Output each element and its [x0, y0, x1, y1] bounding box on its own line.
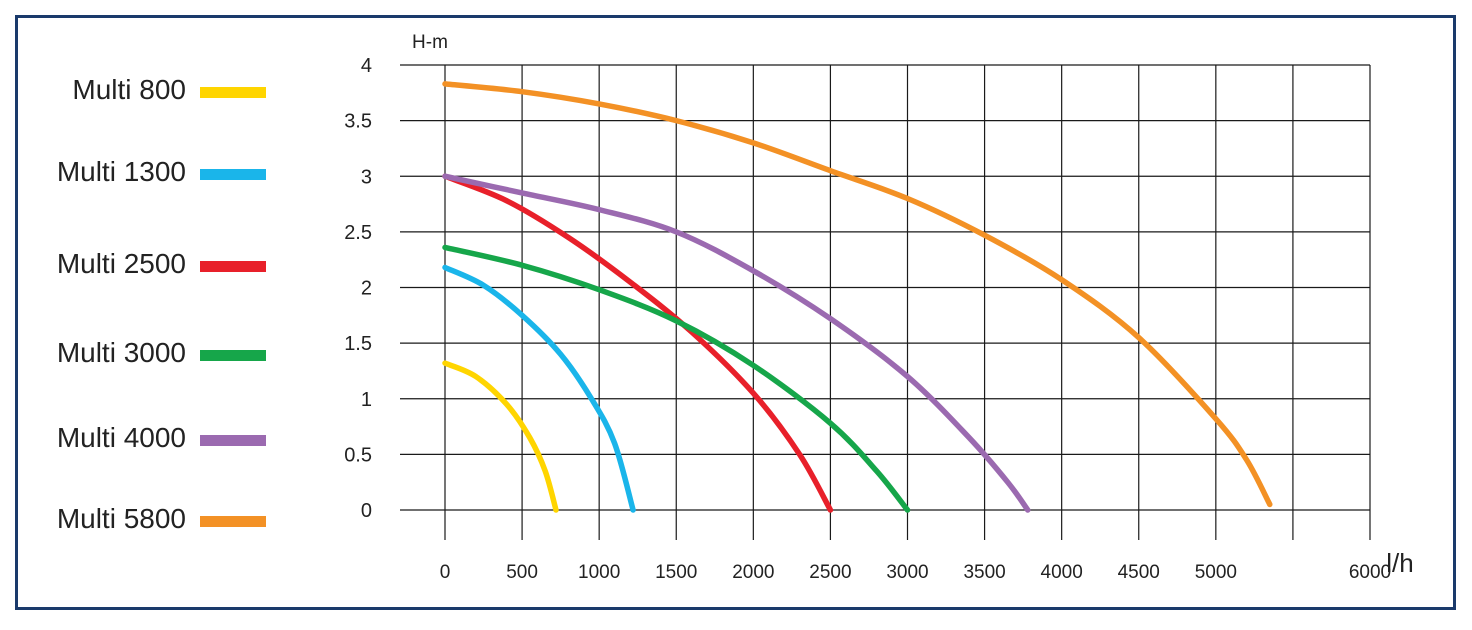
legend-label: Multi 800 — [72, 74, 186, 105]
x-tick-label: 5000 — [1195, 562, 1237, 583]
x-tick-label: 3000 — [886, 562, 928, 583]
x-tick-label: 4000 — [1041, 562, 1083, 583]
series-line-multi-4000 — [442, 173, 1031, 513]
x-tick-labels: 0 500 1000 1500 2000 2500 3000 3500 4000 4500 5000… — [440, 562, 1391, 583]
legend-item-multi-4000: Multi 4000 — [28, 418, 278, 458]
legend-item-multi-800: Multi 800 — [28, 70, 278, 110]
x-tick-label: 1500 — [655, 562, 697, 583]
series-line-multi-800 — [442, 360, 559, 513]
y-tick-label: 2 — [361, 278, 372, 300]
chart-frame — [15, 15, 1456, 610]
y-tick-label: 4 — [361, 55, 372, 77]
x-tick-label: 0 — [440, 562, 451, 583]
series-lines — [442, 81, 1273, 513]
x-tick-label: 6000 — [1349, 562, 1391, 583]
y-tick-label: 3 — [361, 166, 372, 188]
legend-label: Multi 5800 — [56, 503, 186, 534]
y-tick-label: 0 — [361, 500, 372, 522]
y-tick-label: 1 — [361, 389, 372, 411]
legend-item-multi-1300: Multi 1300 — [28, 152, 278, 192]
x-tick-label: 2500 — [809, 562, 851, 583]
legend-swatch — [200, 435, 266, 446]
series-line-multi-2500 — [442, 173, 834, 513]
legend-item-multi-3000: Multi 3000 — [28, 333, 278, 373]
y-axis-label: H-m — [412, 32, 448, 53]
legend-label: Multi 2500 — [56, 248, 186, 279]
legend-item-multi-5800: Multi 5800 — [28, 499, 278, 539]
x-tick-label: 1000 — [578, 562, 620, 583]
x-tick-label: 2000 — [732, 562, 774, 583]
series-line-multi-1300 — [442, 264, 636, 513]
x-tick-label: 4500 — [1118, 562, 1160, 583]
x-axis-label: l/h — [1386, 548, 1413, 578]
series-line-multi-3000 — [442, 244, 911, 513]
legend-swatch — [200, 169, 266, 180]
x-tick-label: 3500 — [963, 562, 1005, 583]
y-tick-label: 1.5 — [344, 333, 372, 355]
series-line-multi-5800 — [442, 81, 1273, 508]
y-tick-label: 0.5 — [344, 444, 372, 466]
legend-label: Multi 3000 — [56, 337, 186, 368]
legend-label: Multi 4000 — [56, 422, 186, 453]
legend-swatch — [200, 87, 266, 98]
y-tick-label: 3.5 — [344, 111, 372, 133]
y-tick-labels: 0 0.5 1 1.5 2 2.5 3 3.5 4 — [344, 55, 372, 522]
legend-label: Multi 1300 — [56, 156, 186, 187]
grid — [400, 64, 1371, 540]
legend-swatch — [200, 261, 266, 272]
legend-swatch — [200, 516, 266, 527]
legend-swatch — [200, 350, 266, 361]
y-tick-label: 2.5 — [344, 222, 372, 244]
x-tick-label: 500 — [506, 562, 538, 583]
legend-item-multi-2500: Multi 2500 — [28, 244, 278, 284]
